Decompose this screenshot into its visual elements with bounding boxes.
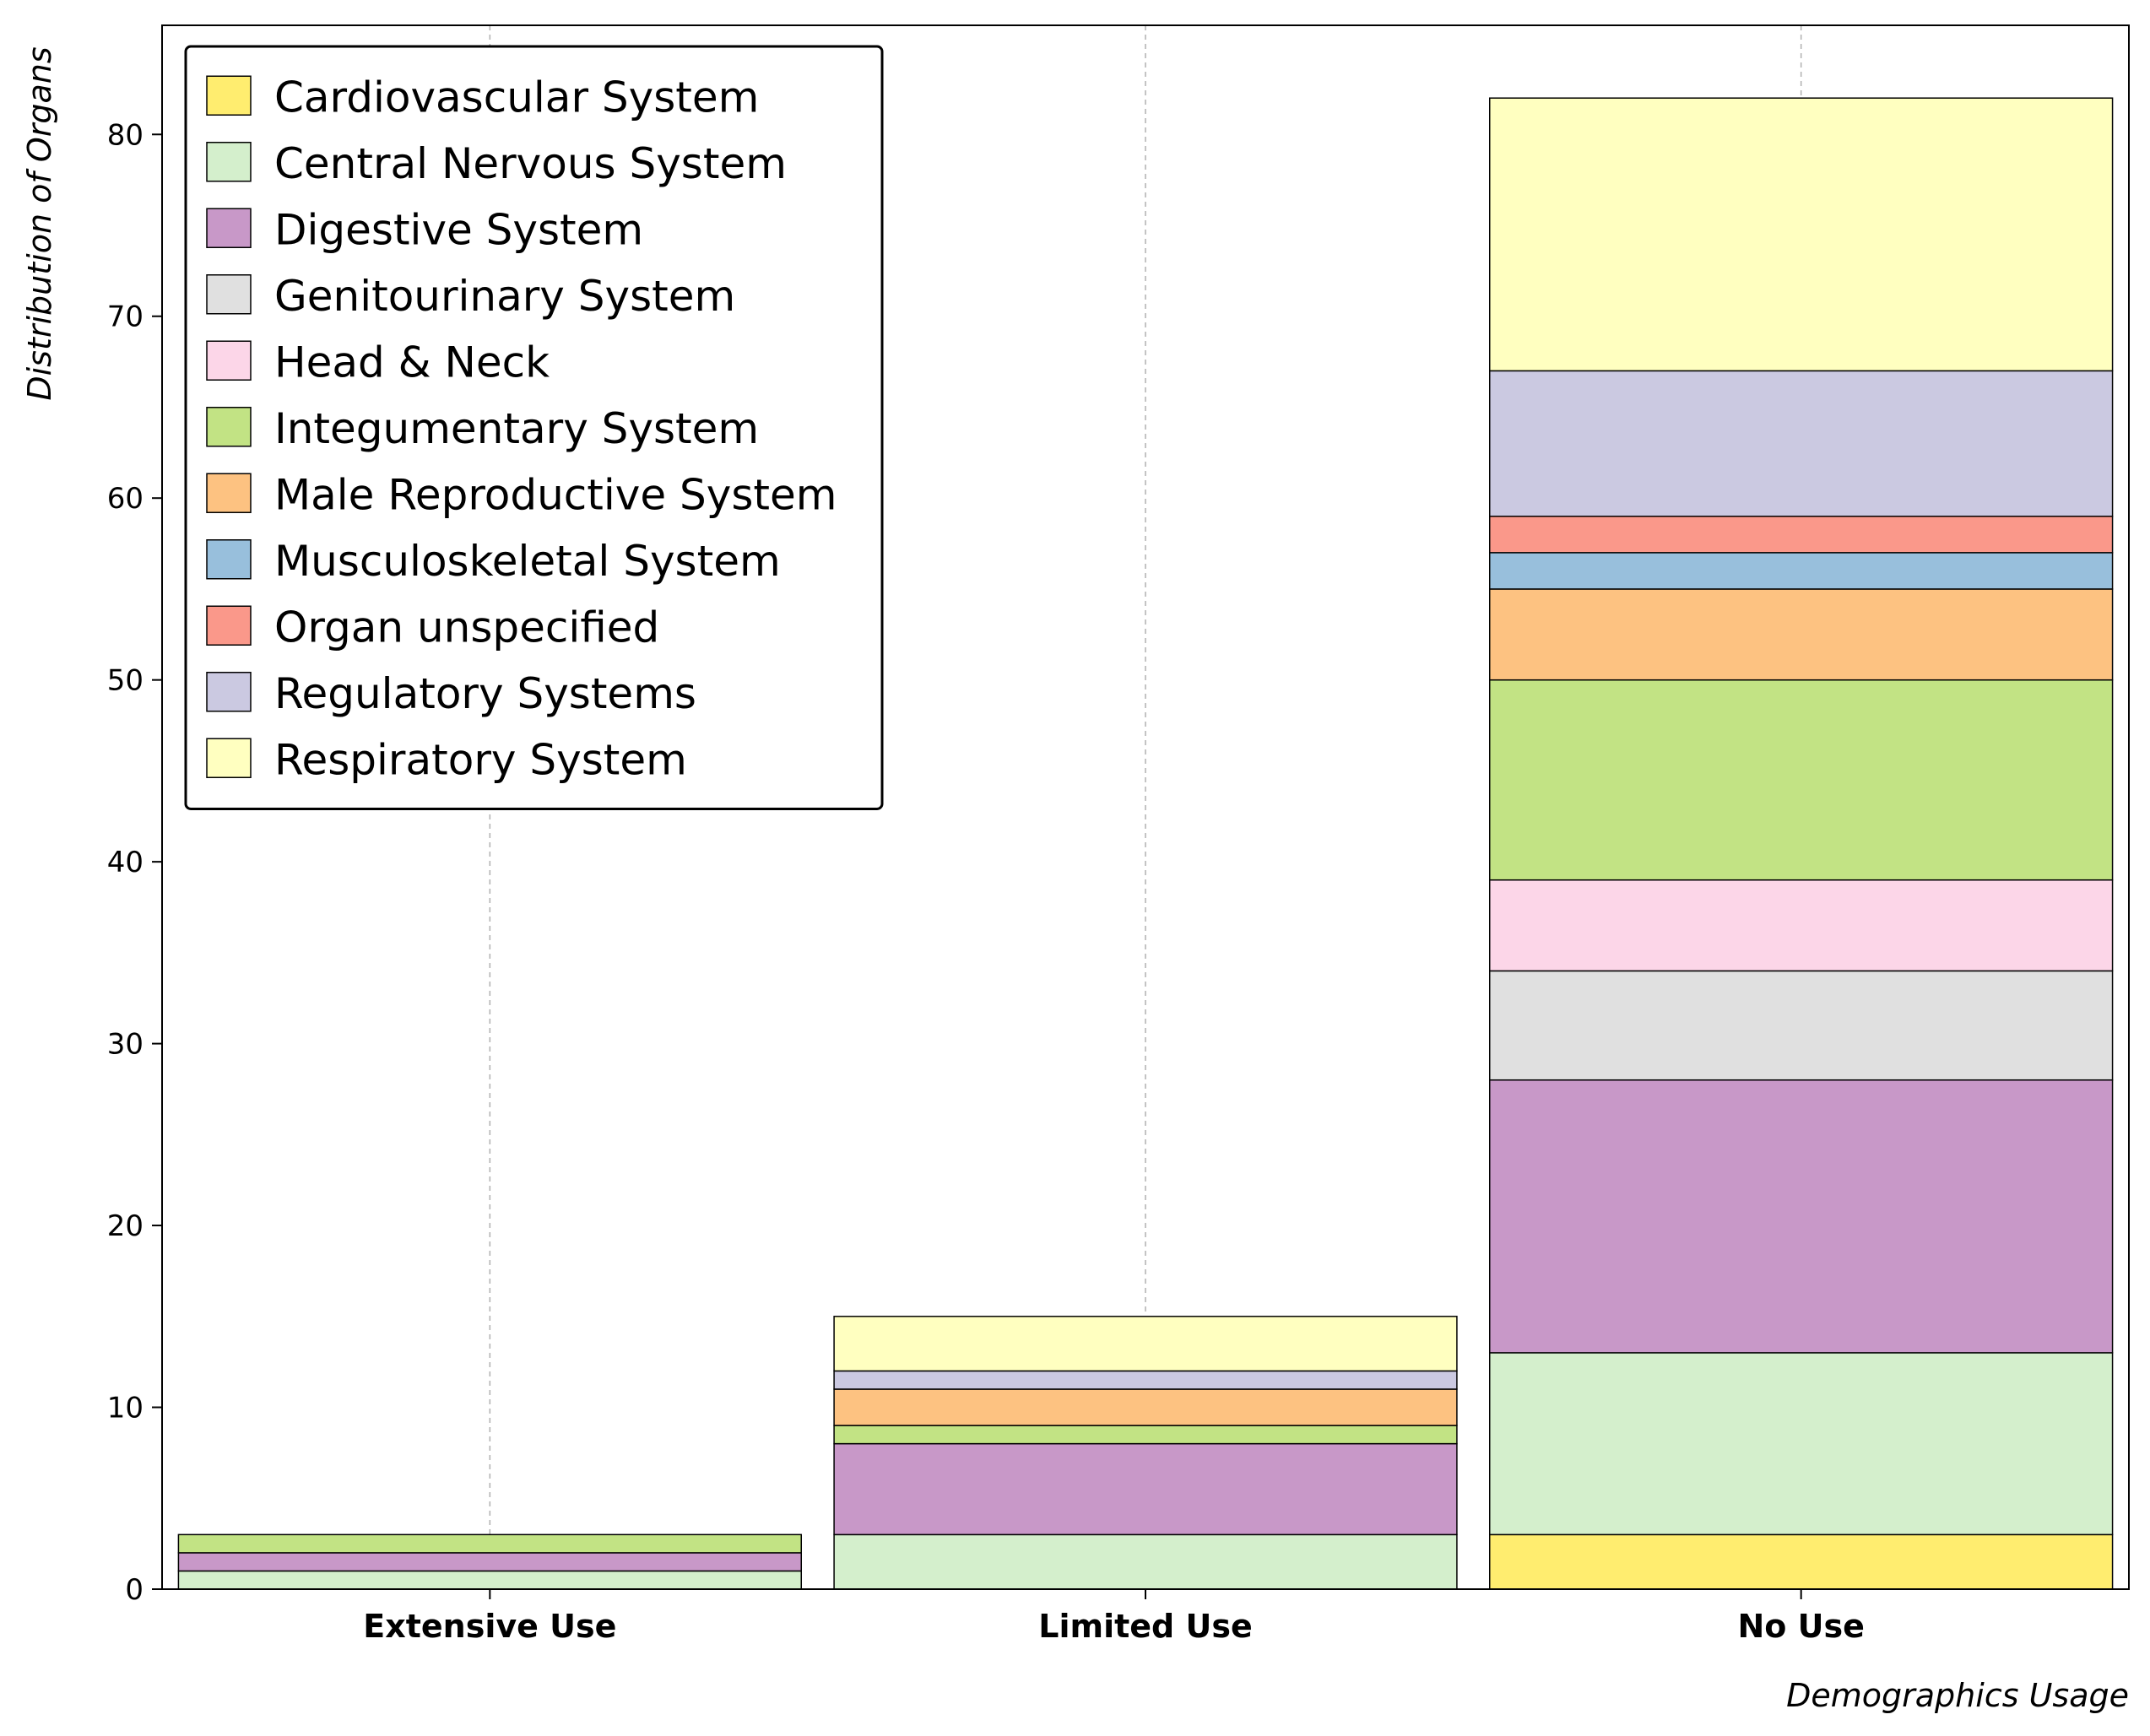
legend-swatch	[206, 738, 252, 778]
legend-label: Digestive System	[274, 205, 643, 254]
y-axis: 0 10 20 30 40 50 60 70 80	[107, 118, 162, 1607]
y-tick-label: 70	[107, 300, 144, 334]
bar-segment	[1489, 588, 2114, 681]
bar-segment	[1489, 679, 2114, 881]
legend-label: Genitourinary System	[274, 272, 735, 321]
legend-swatch	[206, 407, 252, 447]
y-tick-label: 60	[107, 482, 144, 516]
y-tick-label: 0	[125, 1573, 144, 1607]
legend: Cardiovascular System Central Nervous Sys…	[184, 45, 884, 810]
y-tick-label: 20	[107, 1209, 144, 1243]
bar-segment	[177, 1570, 802, 1590]
y-tick-label: 10	[107, 1392, 144, 1425]
legend-swatch	[206, 605, 252, 646]
legend-label: Integumentary System	[274, 404, 759, 453]
bar-segment	[833, 1442, 1458, 1536]
legend-label: Cardiovascular System	[274, 73, 759, 122]
y-tick-label: 40	[107, 846, 144, 879]
legend-swatch	[206, 473, 252, 513]
legend-label: Musculoskeletal System	[274, 537, 781, 586]
legend-label: Organ unspecified	[274, 603, 659, 652]
y-axis-title: Distribution of Organs	[21, 46, 58, 400]
legend-label: Respiratory System	[274, 735, 687, 784]
bar-segment	[1489, 879, 2114, 972]
legend-swatch	[206, 672, 252, 712]
x-tick-label: No Use	[1737, 1608, 1864, 1645]
legend-label: Central Nervous System	[274, 139, 787, 188]
x-axis: Extensive Use Limited Use No Use	[363, 1589, 1865, 1645]
legend-swatch	[206, 539, 252, 580]
legend-swatch	[206, 142, 252, 182]
legend-label: Regulatory Systems	[274, 669, 696, 718]
legend-label: Head & Neck	[274, 338, 550, 387]
bar-segment	[1489, 97, 2114, 372]
bar-segment	[1489, 970, 2114, 1081]
bar-segment	[833, 1533, 1458, 1590]
bars	[177, 97, 2114, 1590]
bar-segment	[833, 1388, 1458, 1426]
bar-segment	[177, 1533, 802, 1554]
legend-box	[184, 45, 884, 810]
x-tick-label: Extensive Use	[363, 1608, 616, 1645]
legend-label: Male Reproductive System	[274, 470, 837, 519]
bar-segment	[1489, 1079, 2114, 1354]
bar-segment	[1489, 1352, 2114, 1536]
y-tick-label: 80	[107, 118, 144, 152]
bar-segment	[833, 1425, 1458, 1445]
bar-segment	[833, 1316, 1458, 1372]
bar-segment	[1489, 552, 2114, 590]
legend-swatch	[206, 75, 252, 116]
bar-segment	[833, 1370, 1458, 1390]
bar-segment	[1489, 516, 2114, 554]
legend-swatch	[206, 274, 252, 315]
x-axis-title: Demographics Usage	[1786, 1677, 2129, 1714]
bar-segment	[177, 1552, 802, 1572]
legend-swatch	[206, 208, 252, 248]
y-tick-label: 50	[107, 664, 144, 698]
x-tick-label: Limited Use	[1038, 1608, 1252, 1645]
legend-swatch	[206, 340, 252, 381]
y-tick-label: 30	[107, 1028, 144, 1062]
bar-segment	[1489, 1533, 2114, 1590]
bar-segment	[1489, 370, 2114, 517]
